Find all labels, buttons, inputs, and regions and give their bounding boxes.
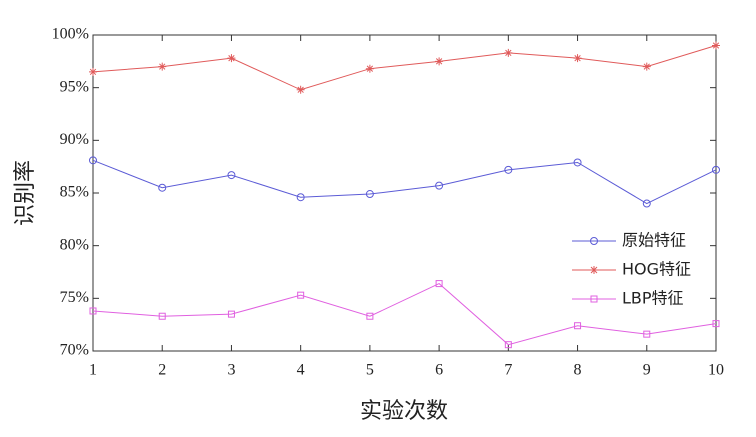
marker bbox=[573, 158, 582, 167]
series-line bbox=[92, 282, 717, 346]
marker bbox=[227, 310, 235, 318]
marker bbox=[158, 62, 167, 71]
series-line bbox=[92, 159, 717, 205]
marker bbox=[296, 193, 305, 202]
marker bbox=[89, 156, 97, 165]
marker bbox=[365, 64, 374, 73]
x-tick-label: 9 bbox=[643, 362, 651, 379]
y-tick-label: 85% bbox=[60, 184, 89, 201]
legend-label: HOG特征 bbox=[622, 260, 691, 279]
marker bbox=[504, 341, 512, 349]
marker bbox=[504, 165, 513, 174]
marker bbox=[435, 57, 444, 66]
marker bbox=[643, 330, 651, 338]
marker bbox=[296, 85, 305, 94]
x-tick-label: 6 bbox=[435, 362, 443, 379]
legend-marker bbox=[590, 295, 598, 303]
x-tick-label: 3 bbox=[227, 362, 235, 379]
marker bbox=[712, 41, 720, 50]
marker bbox=[642, 62, 651, 71]
y-tick-label: 100% bbox=[52, 26, 89, 43]
y-tick-label: 70% bbox=[60, 342, 89, 359]
marker bbox=[504, 48, 513, 57]
marker bbox=[89, 67, 97, 76]
marker bbox=[158, 183, 167, 192]
marker bbox=[435, 181, 444, 190]
marker bbox=[712, 165, 720, 174]
x-tick-label: 5 bbox=[366, 362, 374, 379]
legend-label: LBP特征 bbox=[622, 289, 684, 308]
series-line bbox=[92, 45, 717, 91]
y-axis-title: 识别率 bbox=[13, 160, 38, 226]
y-tick-label: 95% bbox=[60, 78, 89, 95]
legend-marker bbox=[590, 237, 598, 245]
marker bbox=[158, 312, 166, 320]
marker bbox=[366, 312, 374, 320]
y-tick-label: 75% bbox=[60, 289, 89, 306]
marker bbox=[712, 320, 720, 328]
marker bbox=[642, 199, 651, 208]
marker bbox=[297, 291, 305, 299]
marker bbox=[574, 322, 582, 330]
y-tick-label: 80% bbox=[60, 236, 89, 253]
x-tick-label: 4 bbox=[297, 362, 305, 379]
marker bbox=[435, 280, 443, 288]
marker bbox=[227, 54, 236, 63]
x-axis-title: 实验次数 bbox=[360, 399, 448, 424]
legend-marker bbox=[590, 266, 598, 274]
x-tick-label: 1 bbox=[89, 362, 97, 379]
marker bbox=[89, 307, 97, 315]
x-tick-label: 7 bbox=[504, 362, 512, 379]
x-tick-label: 2 bbox=[158, 362, 166, 379]
y-tick-label: 90% bbox=[60, 131, 89, 148]
x-tick-label: 10 bbox=[708, 362, 724, 379]
legend-label: 原始特征 bbox=[622, 231, 686, 250]
marker bbox=[227, 171, 236, 180]
x-tick-label: 8 bbox=[574, 362, 582, 379]
marker bbox=[573, 54, 582, 63]
marker bbox=[365, 190, 374, 199]
